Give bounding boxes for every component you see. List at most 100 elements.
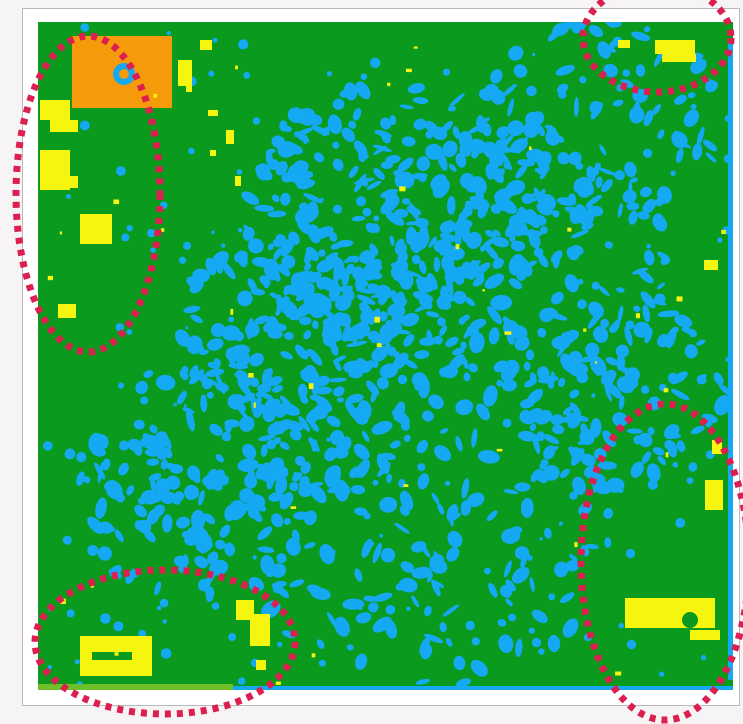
water-patch [154,581,162,596]
water-patch [448,354,465,371]
water-patch [212,37,218,43]
water-patch [496,379,504,387]
water-patch [551,335,571,350]
water-patch [546,376,555,390]
water-patch [105,480,123,500]
water-patch [406,206,422,216]
water-patch [318,299,332,314]
water-patch [411,566,432,579]
water-patch [211,251,229,269]
water-patch [300,225,306,231]
water-patch [654,293,666,305]
water-patch [539,226,548,235]
water-patch [188,147,195,155]
water-patch [436,297,452,310]
water-patch [498,634,514,653]
water-patch [638,270,654,284]
water-patch [283,287,290,296]
water-patch [194,555,208,569]
built-up-block [665,452,669,458]
water-patch [529,576,535,592]
water-patch [140,396,149,405]
built-up-block [235,65,238,70]
water-patch [181,366,189,374]
water-patch [207,338,224,351]
water-patch [507,98,515,117]
water-patch [472,268,485,280]
water-patch [373,168,385,180]
water-patches [42,22,733,688]
water-patch [577,278,584,285]
water-patch [573,461,577,465]
water-patch [626,639,637,650]
water-patch [354,600,363,611]
water-patch [449,93,465,108]
built-up-block [308,383,314,389]
water-patch [664,424,680,440]
water-patch [585,543,599,550]
water-patch [248,508,259,519]
water-patch [212,559,221,569]
water-patch [174,491,185,502]
water-patch [446,547,460,562]
water-patch [552,424,565,435]
built-up-block [40,100,70,120]
built-up-block [705,480,723,510]
built-up-block [676,296,683,302]
water-patch [597,481,611,494]
water-patch [76,471,85,486]
water-patch [331,283,338,291]
water-patch [567,329,579,339]
water-patch [515,638,523,658]
water-patch [293,471,298,477]
water-patch [603,508,614,519]
water-patch [452,347,465,356]
water-patch [439,220,455,234]
water-patch [644,249,655,266]
water-patch [297,383,308,399]
built-up-block [618,40,630,48]
water-patch [696,339,706,346]
water-patch [394,208,409,218]
water-patch [272,421,286,435]
water-patch [468,363,478,373]
water-patch [702,139,718,152]
water-patch [539,164,550,180]
water-patch [320,197,324,202]
water-patch [365,540,375,548]
water-patch [246,318,254,340]
water-patch [628,210,638,225]
water-patch [455,152,467,168]
water-patch [597,41,612,59]
water-patch [282,307,289,314]
water-patch [631,31,651,42]
water-patch [441,120,453,133]
water-patch [417,277,437,293]
water-patch [508,45,524,61]
water-patch [193,476,201,484]
water-patch [568,554,578,562]
water-patch [676,440,686,453]
water-patch [371,345,389,362]
water-patch [289,579,305,588]
water-patch [269,292,279,299]
built-up-block [662,54,696,62]
water-patch [497,619,507,627]
water-patch [608,378,614,384]
water-patch [283,125,292,133]
water-patch [371,420,393,435]
built-up-block [376,343,382,348]
water-patch [510,240,526,252]
built-up-block [311,653,316,658]
water-patch [615,344,630,358]
water-patch [304,542,316,549]
water-patch [95,497,107,519]
water-patch [183,241,192,250]
water-patch [200,394,208,413]
water-patch [303,140,307,144]
water-patch [617,305,624,322]
water-patch [356,294,376,305]
water-patch [74,659,80,665]
water-patch [403,333,415,347]
water-patch [413,239,423,254]
